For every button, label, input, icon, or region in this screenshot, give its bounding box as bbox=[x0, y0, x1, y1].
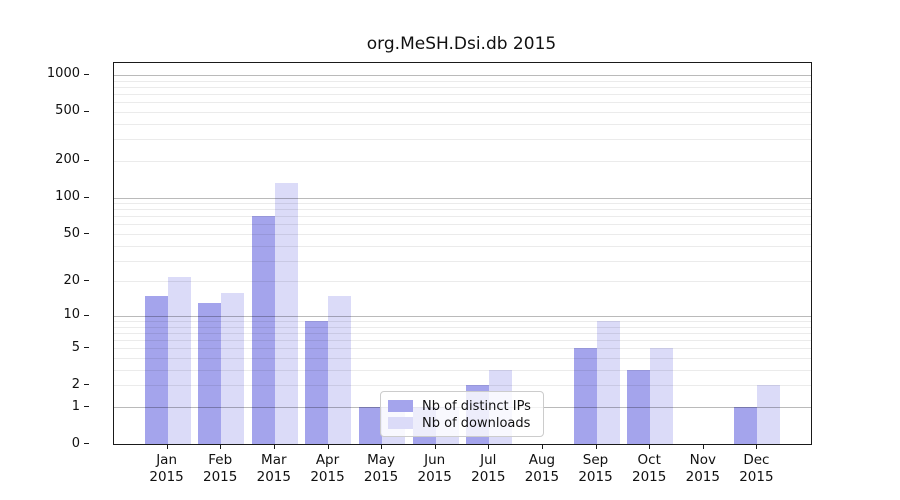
gridline-900 bbox=[114, 80, 811, 82]
gridline-60 bbox=[114, 224, 811, 226]
y-tick-mark-5 bbox=[84, 347, 89, 349]
x-tick-label-jun: Jun 2015 bbox=[417, 452, 452, 485]
x-tick-mark-jan bbox=[166, 444, 168, 449]
bar-distinct-ips-mar bbox=[251, 215, 275, 444]
bar-downloads-mar bbox=[274, 182, 298, 444]
x-tick-mark-apr bbox=[327, 444, 329, 449]
gridline-70 bbox=[114, 216, 811, 218]
bar-downloads-sep bbox=[596, 321, 620, 444]
gridline-200 bbox=[114, 160, 811, 162]
gridline-600 bbox=[114, 102, 811, 104]
y-tick-label-200: 200 bbox=[55, 152, 80, 168]
x-tick-label-apr: Apr 2015 bbox=[310, 452, 345, 485]
x-tick-label-may: May 2015 bbox=[363, 452, 399, 485]
gridline-400 bbox=[114, 123, 811, 125]
legend-label-downloads: Nb of downloads bbox=[422, 415, 531, 431]
y-tick-mark-1000 bbox=[84, 73, 89, 75]
x-tick-mark-jun bbox=[434, 444, 436, 449]
x-tick-label-jul: Jul 2015 bbox=[471, 452, 506, 485]
gridline-300 bbox=[114, 139, 811, 141]
y-tick-mark-50 bbox=[84, 233, 89, 234]
x-tick-label-jan: Jan 2015 bbox=[149, 452, 184, 485]
y-tick-mark-20 bbox=[84, 280, 89, 282]
x-tick-mark-may bbox=[381, 444, 383, 449]
gridline-500 bbox=[114, 111, 811, 113]
y-tick-mark-500 bbox=[84, 110, 89, 112]
bar-downloads-oct bbox=[650, 348, 674, 444]
gridline-30 bbox=[114, 260, 811, 262]
bar-distinct-ips-feb bbox=[198, 303, 222, 444]
x-tick-label-aug: Aug 2015 bbox=[524, 452, 560, 485]
bar-downloads-apr bbox=[328, 295, 352, 444]
x-tick-mark-oct bbox=[649, 444, 651, 449]
y-tick-mark-100 bbox=[84, 196, 89, 198]
gridline-90 bbox=[114, 203, 811, 204]
bar-distinct-ips-jan bbox=[144, 295, 168, 444]
y-tick-label-10: 10 bbox=[63, 307, 80, 323]
chart-title: org.MeSH.Dsi.db 2015 bbox=[366, 34, 557, 54]
gridline-1000 bbox=[114, 74, 811, 76]
plot-area bbox=[113, 62, 812, 445]
x-tick-label-sep: Sep 2015 bbox=[578, 452, 613, 485]
x-tick-mark-dec bbox=[756, 444, 758, 449]
bar-downloads-dec bbox=[757, 385, 781, 444]
y-tick-label-1: 1 bbox=[71, 398, 80, 414]
y-tick-label-5: 5 bbox=[71, 339, 80, 355]
x-tick-mark-nov bbox=[702, 444, 704, 449]
y-tick-mark-1 bbox=[84, 406, 89, 407]
gridline-20 bbox=[114, 281, 811, 283]
y-tick-label-1000: 1000 bbox=[46, 66, 80, 82]
legend-swatch-distinct-ips bbox=[388, 400, 413, 412]
y-tick-mark-200 bbox=[84, 159, 89, 161]
gridline-80 bbox=[114, 209, 811, 211]
gridline-50 bbox=[114, 234, 811, 235]
y-tick-label-20: 20 bbox=[63, 272, 80, 288]
legend-item-distinct-ips: Nb of distinct IPs bbox=[388, 398, 535, 414]
bar-distinct-ips-may bbox=[359, 407, 383, 444]
x-tick-label-nov: Nov 2015 bbox=[685, 452, 720, 485]
bar-downloads-feb bbox=[221, 292, 245, 444]
y-tick-label-0: 0 bbox=[71, 435, 80, 451]
gridline-100 bbox=[114, 197, 811, 199]
gridline-700 bbox=[114, 94, 811, 95]
x-tick-mark-feb bbox=[220, 444, 222, 449]
x-tick-label-feb: Feb 2015 bbox=[203, 452, 238, 485]
legend-item-downloads: Nb of downloads bbox=[388, 415, 535, 431]
x-tick-label-mar: Mar 2015 bbox=[256, 452, 291, 485]
bar-distinct-ips-dec bbox=[734, 407, 758, 444]
bar-distinct-ips-apr bbox=[305, 321, 329, 444]
x-tick-mark-aug bbox=[541, 444, 543, 449]
x-tick-label-dec: Dec 2015 bbox=[739, 452, 774, 485]
x-tick-mark-jul bbox=[488, 444, 490, 449]
y-tick-label-500: 500 bbox=[55, 103, 80, 119]
y-tick-mark-2 bbox=[84, 384, 89, 386]
legend-swatch-downloads bbox=[388, 417, 413, 429]
x-tick-mark-sep bbox=[595, 444, 597, 449]
y-tick-mark-0 bbox=[84, 443, 89, 444]
y-tick-mark-10 bbox=[84, 314, 89, 316]
y-tick-label-2: 2 bbox=[71, 376, 80, 392]
bar-distinct-ips-sep bbox=[573, 348, 597, 444]
bar-downloads-jan bbox=[167, 276, 191, 444]
bar-distinct-ips-oct bbox=[627, 369, 651, 444]
x-tick-label-oct: Oct 2015 bbox=[632, 452, 667, 485]
y-tick-label-100: 100 bbox=[55, 189, 80, 204]
gridline-40 bbox=[114, 245, 811, 247]
legend: Nb of distinct IPs Nb of downloads bbox=[380, 391, 544, 437]
gridline-800 bbox=[114, 86, 811, 88]
x-tick-mark-mar bbox=[273, 444, 275, 449]
y-tick-label-50: 50 bbox=[63, 225, 80, 241]
legend-label-distinct-ips: Nb of distinct IPs bbox=[422, 398, 531, 414]
